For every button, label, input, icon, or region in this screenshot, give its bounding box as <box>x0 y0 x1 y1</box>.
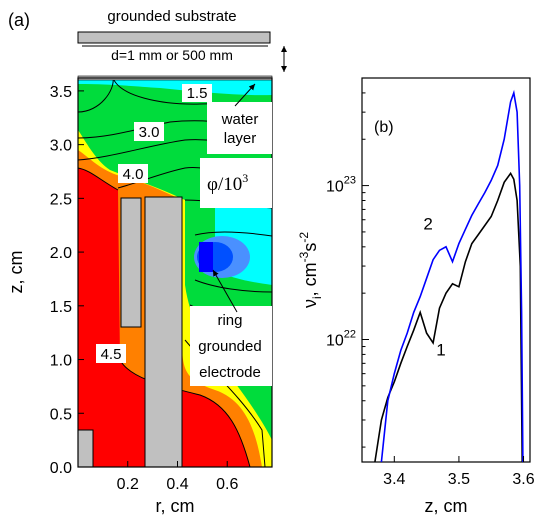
series-2-label: 2 <box>423 214 432 233</box>
series-line-2 <box>380 89 524 462</box>
water-arrow <box>234 83 256 107</box>
x-axis-label-a: r, cm <box>156 496 195 516</box>
central-electrode <box>144 196 183 467</box>
contour-label-box <box>96 344 126 363</box>
x-axis-a: 0.2 0.4 0.6 <box>117 461 238 493</box>
water-label-line1: water <box>221 111 259 128</box>
dielectric-tube <box>120 197 142 328</box>
ring-grounded-electrode <box>199 242 213 272</box>
x-axis-label-b: z, cm <box>425 496 468 516</box>
y-axis-a: 0.0 0.5 1.0 1.5 2.0 2.5 3.0 3.5 <box>50 84 84 477</box>
y-axis-label-b: νi, cm-3s-2 <box>297 232 324 308</box>
y-tick-label: 0.0 <box>50 460 72 477</box>
y-tick-label: 2.5 <box>50 191 72 208</box>
electrode-label-line1: ring <box>217 312 242 329</box>
panel-b: (b) 3.4 3.5 3.6 1022 1023 z, cm νi, cm-3s-2… <box>297 77 535 516</box>
electrode-label-line2: grounded <box>198 338 261 355</box>
contour-cyan-top <box>78 78 272 96</box>
panel-a-label: (a) <box>8 10 30 30</box>
y-tick-label: 1.5 <box>50 299 72 316</box>
panel-a: (a) grounded substrate d=1 mm or 500 mm <box>6 8 287 516</box>
y-axis-label-a: z, cm <box>6 251 26 294</box>
y-tick-label: 1022 <box>326 329 356 350</box>
x-tick-label: 0.2 <box>117 476 139 493</box>
contour-label: 4.5 <box>101 346 122 363</box>
x-tick-label: 3.5 <box>448 471 470 488</box>
contour-label-box <box>182 84 212 102</box>
quantity-label-box <box>200 158 272 208</box>
contour-line <box>119 359 251 467</box>
contour-label: 1.5 <box>187 85 208 102</box>
x-tick-label: 0.4 <box>166 476 188 493</box>
series-group <box>374 89 524 462</box>
y-tick-label: 1023 <box>326 175 356 196</box>
y-tick-label: 2.0 <box>50 245 72 262</box>
y-tick-label: 3.0 <box>50 138 72 155</box>
bottom-block <box>78 429 94 467</box>
series-line-1 <box>374 171 523 462</box>
y-tick-label: 0.5 <box>50 406 72 423</box>
electrode-arrow <box>212 269 238 313</box>
electrode-label-line3: electrode <box>199 364 261 381</box>
water-label-line2: layer <box>224 130 257 147</box>
plot-frame-a <box>77 77 273 468</box>
quantity-label: φ/103 <box>207 171 248 195</box>
contour-label-box <box>134 122 164 141</box>
water-label-box <box>207 102 272 154</box>
substrate-label: grounded substrate <box>107 8 236 25</box>
contour-label: 3.0 <box>139 124 160 141</box>
x-axis-b: 3.4 3.5 3.6 <box>383 456 535 488</box>
contour-line <box>78 167 119 191</box>
plot-frame-b <box>361 77 531 463</box>
contour-line <box>194 279 272 293</box>
contour-label-box <box>118 164 148 183</box>
y-axis-b: 1022 1023 <box>326 92 369 448</box>
x-tick-label: 0.6 <box>216 476 238 493</box>
contour-label: 4.0 <box>123 166 144 183</box>
x-tick-label: 3.4 <box>383 471 405 488</box>
panel-b-label: (b) <box>374 119 394 136</box>
series-1-label: 1 <box>436 341 445 360</box>
contour-line <box>194 231 272 237</box>
gap-label: d=1 mm or 500 mm <box>111 47 233 63</box>
contour-line <box>78 78 114 113</box>
x-tick-label: 3.6 <box>512 471 534 488</box>
grounded-substrate <box>77 31 271 44</box>
y-tick-label: 3.5 <box>50 84 72 101</box>
y-tick-label: 1.0 <box>50 353 72 370</box>
electrode-label-box <box>190 306 272 386</box>
